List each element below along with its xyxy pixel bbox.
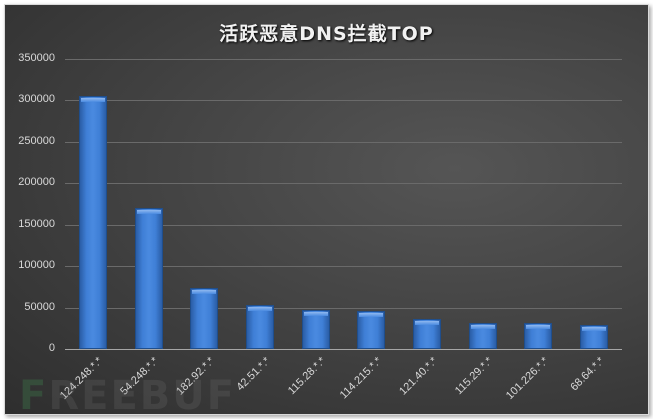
x-tick-label: 114.215.*.*: [337, 355, 384, 402]
y-tick-label: 0: [48, 342, 55, 354]
gridline: [65, 183, 622, 185]
gridline: [65, 59, 622, 60]
chart-title: 活跃恶意DNS拦截TOP: [219, 23, 434, 45]
gridline: [65, 307, 622, 309]
bar[interactable]: [580, 324, 609, 349]
gridline: [65, 141, 622, 143]
x-tick-label: 115.28.*.*: [286, 355, 329, 398]
gridline: [65, 224, 622, 226]
watermark-prefix: F: [19, 373, 49, 419]
gridline: [65, 266, 622, 268]
bar[interactable]: [245, 305, 274, 349]
bar[interactable]: [413, 319, 442, 349]
bar[interactable]: [468, 322, 497, 349]
gridline: [65, 100, 622, 102]
bar[interactable]: [301, 310, 330, 349]
bar[interactable]: [78, 96, 107, 349]
x-tick-label: 121.40.*.*: [396, 355, 440, 398]
y-tick-label: 300000: [18, 93, 55, 106]
y-tick-label: 100000: [18, 259, 55, 272]
watermark: FREEBUF: [19, 373, 236, 419]
y-tick-label: 200000: [18, 176, 55, 189]
y-tick-label: 250000: [18, 134, 55, 147]
y-tick-label: 50000: [24, 300, 55, 313]
bar[interactable]: [134, 208, 163, 349]
x-tick-label: 101.226.*.*: [503, 355, 551, 402]
x-tick-label: 42.51.*.*: [234, 355, 273, 394]
y-tick-label: 350000: [18, 52, 55, 64]
y-tick-label: 150000: [18, 217, 55, 230]
x-tick-label: 68.64.*.*: [568, 355, 607, 394]
bar[interactable]: [190, 288, 219, 349]
x-tick-label: 115.29.*.*: [453, 355, 496, 398]
x-axis-line: [65, 349, 622, 350]
chart-area: 活跃恶意DNS拦截TOP 0 50000 100000 150000 200000 250…: [4, 4, 649, 419]
bar[interactable]: [524, 322, 553, 349]
watermark-text: REEBUF: [48, 373, 237, 419]
bar[interactable]: [357, 311, 386, 349]
